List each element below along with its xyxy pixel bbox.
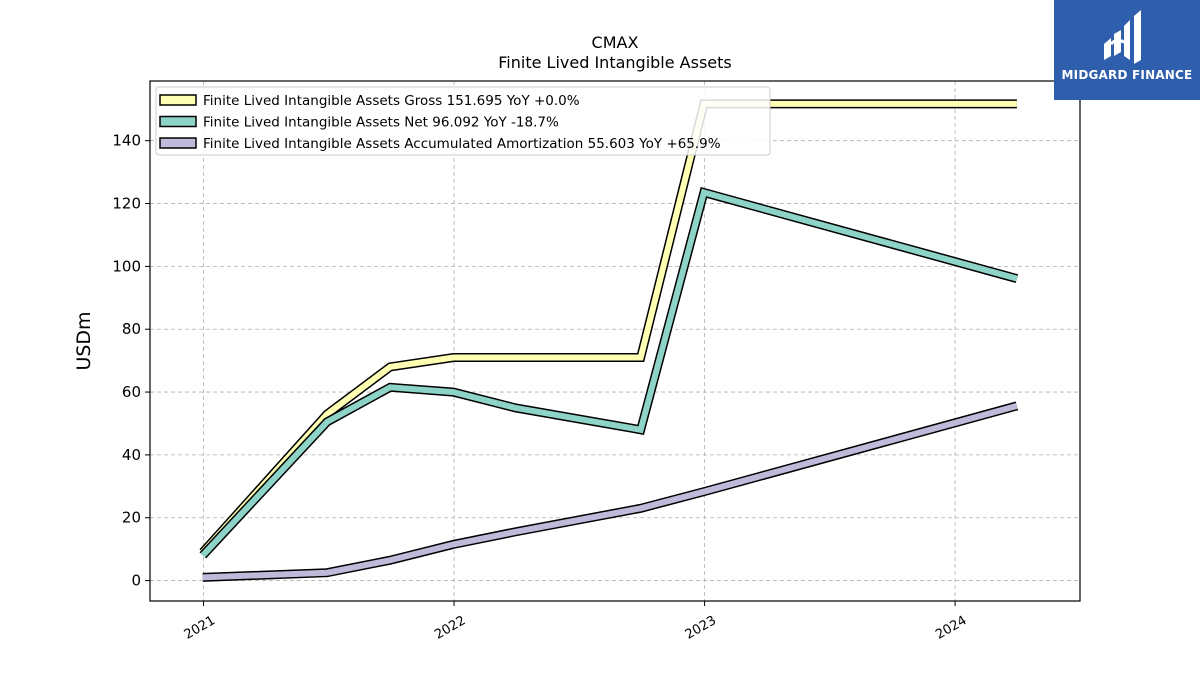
- y-axis: 0 20 40 60 80 100 120 140: [112, 132, 150, 590]
- y-tick-label: 140: [112, 132, 141, 150]
- legend-entry: Finite Lived Intangible Assets Accumulat…: [203, 136, 721, 152]
- legend-swatch: [159, 94, 197, 106]
- series-lines: [199, 99, 1019, 582]
- y-axis-label: USDm: [73, 311, 95, 370]
- x-tick-label: 2023: [683, 613, 719, 643]
- x-axis: 2021 2022 2023 2024: [182, 601, 969, 643]
- brand-name: MIDGARD FINANCE: [1061, 68, 1193, 82]
- plot-frame: [149, 80, 1081, 602]
- y-tick-label: 120: [112, 195, 141, 213]
- series-line: [200, 100, 1017, 555]
- chart-title: CMAX: [592, 33, 639, 52]
- series-line: [202, 403, 1018, 581]
- legend: Finite Lived Intangible Assets Gross 151…: [155, 86, 771, 156]
- legend-entry: Finite Lived Intangible Assets Net 96.09…: [203, 115, 559, 131]
- x-tick-label: 2021: [182, 613, 218, 643]
- y-tick-label: 60: [122, 383, 141, 401]
- series-line-outline: [199, 99, 1017, 556]
- legend-swatch: [159, 137, 197, 149]
- chart-subtitle: Finite Lived Intangible Assets: [498, 53, 731, 72]
- y-tick-label: 0: [131, 572, 141, 590]
- x-tick-label: 2022: [432, 613, 468, 643]
- series-line: [200, 188, 1018, 558]
- brand-logo: MIDGARD FINANCE: [1054, 0, 1200, 100]
- y-tick-label: 100: [112, 257, 141, 275]
- brand-mark-icon: [1104, 10, 1141, 64]
- legend-entry: Finite Lived Intangible Assets Gross 151…: [203, 93, 580, 109]
- legend-swatch: [159, 115, 197, 128]
- legend-box: [155, 86, 771, 156]
- x-tick-label: 2024: [933, 613, 969, 643]
- y-tick-label: 40: [122, 446, 141, 464]
- y-tick-label: 20: [122, 509, 141, 527]
- y-tick-label: 80: [122, 320, 141, 338]
- grid: [150, 81, 1080, 601]
- series-line-outline: [202, 401, 1019, 582]
